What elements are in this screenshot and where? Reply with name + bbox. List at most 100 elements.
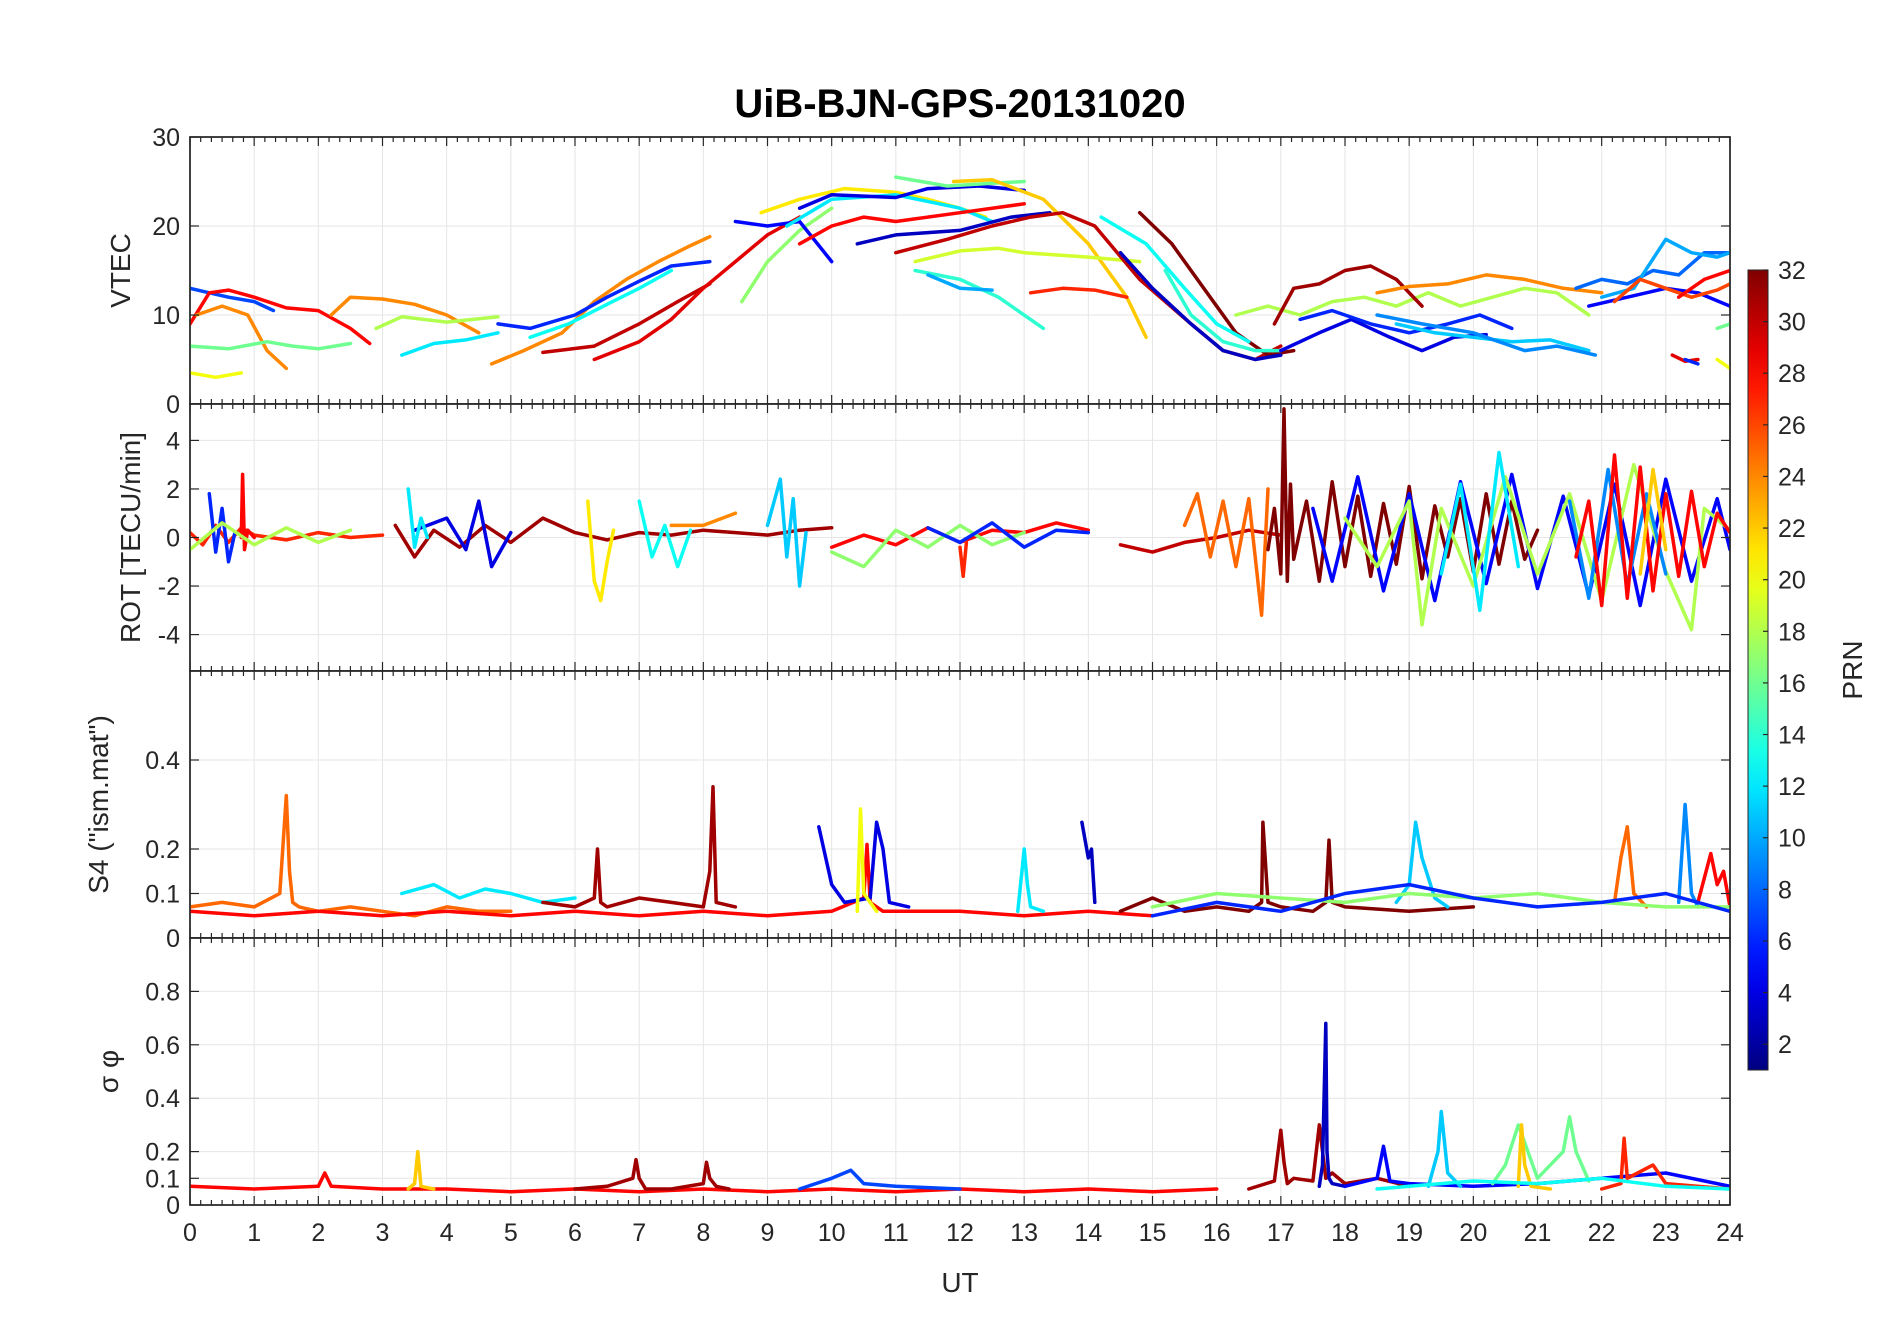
- series-line-prn-6: [926, 521, 1091, 549]
- y-tick-label: 20: [152, 213, 180, 241]
- colorbar-tick-label: 18: [1778, 618, 1806, 646]
- series-line-prn-27: [958, 540, 969, 579]
- series-line-prn-28: [1696, 851, 1730, 909]
- y-tick-label: 0.1: [145, 1165, 180, 1193]
- series-line-prn-26: [1612, 277, 1730, 304]
- series-line-prn-28: [239, 472, 256, 552]
- colorbar-tick-label: 24: [1778, 463, 1806, 491]
- panel-rot: -4 -2 0 2 4 ROT [TECU/min]: [115, 403, 1731, 672]
- series-line-prn-3: [1317, 1021, 1347, 1189]
- series-line-prn-7: [797, 1168, 962, 1191]
- x-tick-label: 7: [632, 1219, 646, 1247]
- series-line-prn-16: [1715, 322, 1730, 331]
- series-line-prn-25: [190, 793, 513, 918]
- series-line-prn-13: [1099, 215, 1251, 344]
- series-line-prn-30: [541, 282, 712, 355]
- series-line-prn-31: [1247, 1123, 1411, 1191]
- x-axis-label: UT: [941, 1267, 978, 1298]
- series-line-prn-17: [1150, 891, 1730, 909]
- series-line-prn-4: [1279, 317, 1488, 353]
- series-line-prn-4: [817, 820, 911, 909]
- colorbar-tick-label: 28: [1778, 360, 1806, 388]
- x-axis: 0 1 2 3 4 5 6 7 8 9 10 11 12 13 14 15 16 17 18 19 20 21 22 23 24: [183, 1219, 1744, 1247]
- series-line-prn-13: [637, 499, 693, 569]
- x-tick-label: 12: [946, 1219, 974, 1247]
- colorbar-tick-label: 10: [1778, 825, 1806, 853]
- series-line-prn-31: [1272, 264, 1424, 326]
- x-tick-label: 24: [1716, 1219, 1744, 1247]
- colorbar-tick-label: 2: [1778, 1031, 1792, 1059]
- series-line-prn-6: [1683, 357, 1700, 366]
- series-line-prn-24: [669, 511, 738, 528]
- series-line-prn-17: [829, 523, 1026, 569]
- colorbar-tick-label: 30: [1778, 309, 1806, 337]
- x-tick-label: 0: [183, 1219, 197, 1247]
- series-line-prn-10: [926, 273, 994, 292]
- colorbar-tick-label: 14: [1778, 722, 1806, 750]
- x-tick-label: 4: [440, 1219, 454, 1247]
- series-line-prn-30: [1118, 528, 1283, 554]
- x-tick-label: 23: [1652, 1219, 1680, 1247]
- y-axis-label-vtec: VTEC: [105, 233, 136, 308]
- y-tick-label: 0: [166, 925, 180, 953]
- y-tick-label: -2: [158, 573, 180, 601]
- series-line-prn-19: [913, 246, 1142, 264]
- series-line-prn-22: [1638, 467, 1668, 576]
- series-line-prn-11: [1394, 820, 1450, 909]
- series-line-prn-7: [190, 286, 276, 313]
- y-tick-label: 0: [166, 391, 180, 419]
- series-line-prn-3: [855, 210, 1052, 246]
- series-line-prn-12: [1439, 450, 1521, 613]
- series-line-prn-32: [1118, 820, 1476, 914]
- y-tick-label: 30: [152, 124, 180, 152]
- colorbar-tick-label: 20: [1778, 567, 1806, 595]
- series-line-prn-29: [592, 215, 802, 362]
- series-line-prn-16: [190, 339, 353, 351]
- colorbar-tick-label: 4: [1778, 980, 1792, 1008]
- x-tick-label: 19: [1395, 1219, 1423, 1247]
- series-line-prn-27: [1599, 1136, 1730, 1191]
- series-line-prn-13: [528, 268, 674, 340]
- series-line-prn-16: [894, 175, 1026, 188]
- series-line-prn-22: [1516, 1123, 1553, 1191]
- series-line-prn-21: [586, 499, 616, 603]
- x-tick-label: 2: [311, 1219, 325, 1247]
- y-tick-label: -4: [158, 622, 180, 650]
- panel-vtec: 0 10 20 30 VTEC: [105, 124, 1731, 419]
- series-line-prn-6: [496, 259, 712, 331]
- series-line-prn-3: [1080, 820, 1097, 905]
- y-tick-label: 0: [166, 525, 180, 553]
- x-tick-label: 18: [1331, 1219, 1359, 1247]
- series-line-prn-5: [733, 219, 834, 264]
- x-tick-label: 11: [883, 1219, 909, 1247]
- y-tick-label: 4: [166, 427, 180, 455]
- series-line-prn-22: [951, 177, 1148, 340]
- x-tick-label: 9: [761, 1219, 775, 1247]
- series-group: [190, 1021, 1730, 1194]
- series-line-prn-28: [190, 1171, 1219, 1194]
- series-group: [190, 407, 1730, 632]
- series-line-prn-12: [406, 487, 430, 549]
- y-tick-label: 10: [152, 302, 180, 330]
- colorbar-tick-label: 22: [1778, 515, 1806, 543]
- series-line-prn-31: [541, 784, 738, 909]
- series-line-prn-24: [194, 304, 289, 371]
- series-line-prn-28: [190, 288, 372, 346]
- chart-title: UiB-BJN-GPS-20131020: [734, 82, 1185, 126]
- x-tick-label: 15: [1139, 1219, 1167, 1247]
- y-tick-label: 0.4: [145, 747, 180, 775]
- x-tick-label: 1: [247, 1219, 261, 1247]
- colorbar-tick-label: 16: [1778, 670, 1806, 698]
- series-line-prn-8: [1574, 250, 1730, 291]
- series-line-prn-24: [329, 295, 481, 335]
- series-line-prn-27: [1028, 286, 1129, 299]
- series-line-prn-28: [1574, 453, 1730, 608]
- panel-s4: 0 0.1 0.2 0.4 S4 ("ism.mat"): [83, 670, 1731, 953]
- y-tick-label: 0: [166, 1192, 180, 1220]
- series-line-prn-17: [740, 206, 834, 304]
- series-line-prn-28: [1676, 268, 1730, 299]
- series-line-prn-25: [1182, 487, 1270, 617]
- x-tick-label: 6: [568, 1219, 582, 1247]
